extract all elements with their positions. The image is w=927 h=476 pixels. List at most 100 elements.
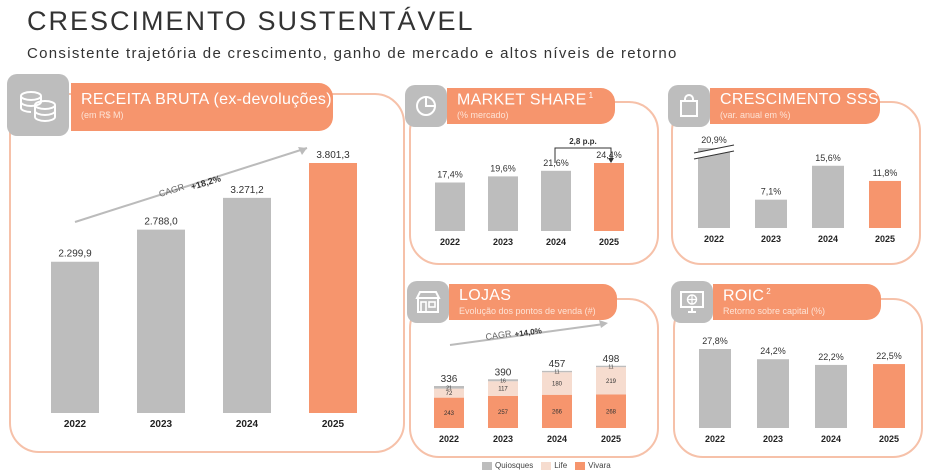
lojas-segment-label: 268 [606,409,617,415]
lojas-legend: Quiosques Life Vivara [482,461,611,470]
roic-data-label: 22,5% [876,351,902,361]
sss-data-label: 11,8% [873,168,898,178]
sss-axis-break-line [693,150,735,160]
receita-tick-label: 2022 [64,419,87,430]
lojas-segment-label: 219 [606,379,617,385]
market-subtitle: (% mercado) [457,110,509,121]
roic-bar [699,349,731,428]
market-title: MARKET SHARE [457,91,587,109]
market-tick-label: 2025 [599,237,619,247]
receita-tick-label: 2023 [150,419,173,430]
legend-quiosques: Quiosques [482,461,533,470]
lojas-tick-label: 2024 [547,434,567,444]
receita-bar [223,197,271,413]
lojas-cagr-arrow [449,323,605,346]
sss-tick-label: 2024 [818,234,838,244]
receita-tick-label: 2025 [322,419,345,430]
receita-bar [137,229,185,413]
lojas-bar-quiosques [434,386,464,389]
lojas-segment-label: 257 [498,410,509,416]
lojas-bar-vivara [488,395,518,428]
lojas-subtitle: Evolução dos pontos de venda (#) [459,306,596,316]
roic-data-label: 22,2% [818,352,844,362]
receita-cagr-arrow [74,147,308,223]
sss-bar [755,199,787,228]
sss-tick-label: 2022 [704,234,724,244]
lojas-bar-vivara [596,394,626,428]
sss-header: CRESCIMENTO SSS (var. anual em %) [710,88,880,124]
roic-tick-label: 2022 [705,434,725,444]
lojas-total-label: 336 [441,374,458,385]
computer-globe-icon [671,281,713,323]
market-header: MARKET SHARE 1 (% mercado) [447,88,615,124]
market-data-label: 21,6% [543,158,569,168]
shopping-bag-icon [668,85,710,127]
market-pp-bracket [554,147,612,163]
page-title: CRESCIMENTO SUSTENTÁVEL [27,6,475,36]
lojas-segment-label: 117 [498,387,508,393]
lojas-segment-label: 243 [444,411,455,417]
lojas-tick-label: 2025 [601,434,621,444]
receita-bar [309,163,357,413]
lojas-bar-vivara [434,397,464,428]
lojas-segment-label: 72 [446,391,453,397]
lojas-bar-quiosques [488,379,518,382]
market-bar [488,176,518,231]
market-pp-arrowhead [608,158,614,163]
sss-bar [869,180,901,228]
lojas-segment-label: 16 [500,378,506,384]
roic-bar [873,364,905,428]
market-tick-label: 2023 [493,237,513,247]
lojas-total-label: 498 [603,354,620,365]
lojas-tick-label: 2023 [493,434,513,444]
coins-icon [7,74,69,136]
receita-tick-label: 2024 [236,419,259,430]
page-subtitle: Consistente trajetória de crescimento, g… [27,45,678,62]
market-tick-label: 2024 [546,237,566,247]
legend-vivara: Vivara [575,461,611,470]
sss-title: CRESCIMENTO SSS [720,91,879,108]
lojas-title: LOJAS [459,287,512,304]
lojas-segment-label: 11 [608,364,613,370]
lojas-segment-label: 266 [552,409,563,415]
roic-tick-label: 2024 [821,434,841,444]
market-footnote: 1 [588,91,594,100]
sss-axis-break [693,145,735,159]
receita-title: RECEITA BRUTA (ex-devoluções) [81,91,332,108]
roic-data-label: 27,8% [702,336,728,346]
roic-data-label: 24,2% [760,346,786,356]
lojas-total-label: 457 [549,359,566,370]
lojas-bar-quiosques [542,370,572,373]
roic-tick-label: 2025 [879,434,899,444]
receita-bar [51,261,99,413]
sss-tick-label: 2023 [761,234,781,244]
sss-tick-label: 2025 [875,234,895,244]
sss-data-label: 15,6% [815,153,841,163]
market-bar [435,182,465,231]
receita-cagr-arrowhead [298,147,307,155]
market-data-label: 17,4% [437,170,463,180]
market-tick-label: 2022 [440,237,460,247]
receita-subtitle: (em R$ M) [81,110,124,120]
lojas-tick-label: 2022 [439,434,459,444]
receita-header: RECEITA BRUTA (ex-devoluções) (em R$ M) [71,83,333,131]
roic-header: ROIC 2 Retorno sobre capital (%) [713,284,881,320]
lojas-bar-quiosques [596,365,626,368]
legend-life: Life [541,461,567,470]
receita-data-label: 2.299,9 [58,249,92,260]
lojas-segment-label: 21 [446,385,452,391]
market-data-label: 24,4% [596,150,622,160]
lojas-header: LOJAS Evolução dos pontos de venda (#) [449,284,617,320]
lojas-bar-life [596,367,626,395]
market-bar [541,170,571,231]
roic-footnote: 2 [766,287,771,296]
lojas-segment-label: 11 [554,370,559,376]
storefront-icon [407,281,449,323]
lojas-bar-life [488,381,518,396]
lojas-cagr-value: +14,0% [514,326,542,339]
sss-data-label: 20,9% [701,135,727,145]
